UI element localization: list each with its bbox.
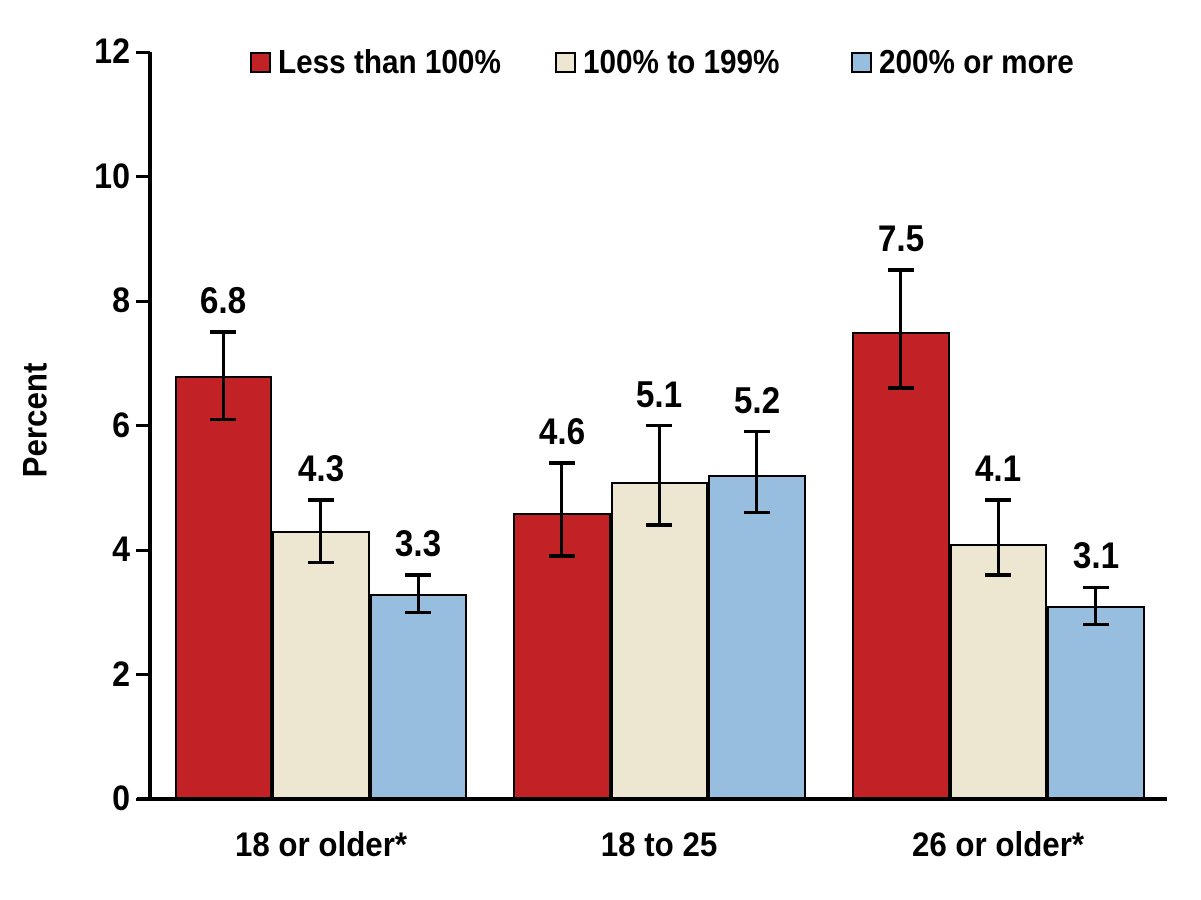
error-bar-cap-top: [307, 498, 334, 502]
y-tick: [136, 797, 150, 801]
error-bar-cap-bottom: [1082, 622, 1109, 627]
value-label: 7.5: [877, 217, 924, 259]
x-category-label: 26 or older*: [912, 826, 1085, 864]
bar: [852, 332, 950, 799]
value-label: 5.1: [636, 373, 683, 415]
y-tick-label: 6: [112, 405, 130, 445]
legend-item-100-to-199: 100% to 199%: [555, 43, 801, 80]
bar: [272, 531, 370, 799]
y-tick-label: 12: [94, 32, 130, 71]
error-bar-cap-bottom: [985, 573, 1012, 577]
value-label: 4.3: [297, 448, 344, 490]
value-label: 5.2: [733, 379, 780, 421]
bar: [949, 543, 1047, 799]
error-bar-cap-bottom: [210, 417, 237, 422]
value-label: 3.1: [1072, 535, 1119, 577]
y-tick: [136, 50, 150, 54]
error-bar-line: [657, 425, 661, 526]
x-category-label: 18 or older*: [234, 826, 407, 864]
error-bar-line: [1094, 587, 1098, 625]
error-bar-cap-bottom: [743, 510, 770, 515]
error-bar-cap-top: [985, 498, 1012, 502]
error-bar-cap-top: [548, 461, 575, 465]
legend-item-less-than-100: Less than 100%: [250, 43, 526, 80]
bar: [369, 593, 467, 799]
y-tick-label: 8: [112, 281, 130, 320]
y-tick: [136, 424, 150, 427]
legend-swatch-cream: [555, 51, 576, 73]
error-bar-line: [560, 462, 564, 557]
legend-swatch-blue: [851, 51, 872, 73]
error-bar-line: [319, 500, 323, 563]
y-tick-label: 0: [112, 779, 130, 818]
error-bar-cap-top: [887, 268, 914, 272]
value-label: 4.6: [538, 410, 585, 452]
value-label: 3.3: [395, 522, 442, 564]
bar: [610, 481, 708, 799]
y-tick-label: 10: [94, 156, 130, 196]
x-axis-line: [137, 797, 1167, 801]
error-bar-line: [996, 500, 1000, 575]
value-label: 4.1: [975, 448, 1022, 490]
error-bar-line: [899, 269, 903, 389]
error-bar-cap-top: [405, 573, 432, 577]
error-bar-line: [221, 332, 225, 420]
value-label: 6.8: [200, 280, 247, 322]
legend-label: Less than 100%: [278, 43, 501, 80]
error-bar-cap-top: [743, 429, 770, 434]
error-bar-cap-bottom: [646, 523, 673, 527]
y-tick-label: 2: [112, 654, 130, 694]
error-bar-cap-bottom: [548, 554, 575, 558]
error-bar-cap-bottom: [405, 610, 432, 614]
error-bar-cap-top: [646, 423, 673, 428]
error-bar-cap-bottom: [307, 560, 334, 565]
legend-label: 100% to 199%: [583, 43, 780, 80]
y-tick: [136, 673, 150, 676]
error-bar-line: [755, 431, 759, 513]
error-bar-cap-bottom: [887, 386, 914, 390]
y-tick-label: 4: [112, 530, 130, 569]
bar: [708, 475, 806, 799]
y-tick: [136, 299, 150, 303]
error-bar-cap-top: [1082, 585, 1109, 590]
legend-item-200-or-more: 200% or more: [851, 43, 1095, 80]
legend-swatch-red: [250, 51, 271, 73]
legend-label: 200% or more: [879, 43, 1074, 80]
x-category-label: 18 to 25: [601, 826, 718, 864]
bar: [174, 375, 272, 799]
error-bar-cap-top: [210, 330, 237, 334]
y-tick: [136, 175, 150, 178]
y-tick: [136, 548, 150, 552]
error-bar-line: [416, 574, 420, 613]
bar: [1047, 606, 1145, 799]
plot-area: 6.8 4.6 7.5 4.3 5.1 4.1 3.3 5.2 3.1: [136, 50, 1170, 801]
